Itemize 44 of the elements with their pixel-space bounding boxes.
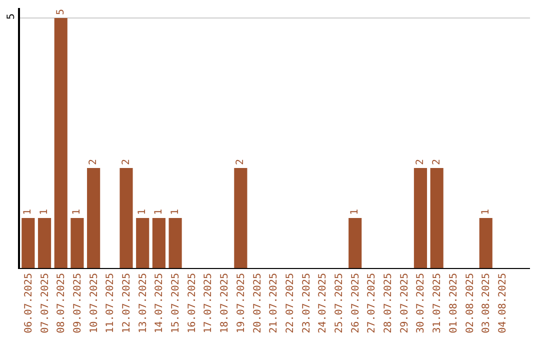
x-tick-label: 04.08.2025: [497, 273, 508, 334]
x-tick-label: 08.07.2025: [56, 273, 68, 334]
x-tick-label: 09.07.2025: [72, 273, 84, 334]
x-tick-label: 29.07.2025: [399, 273, 410, 334]
x-tick-label: 06.07.2025: [23, 273, 34, 334]
x-tick-label: 11.07.2025: [105, 273, 116, 334]
data-label: 2: [120, 158, 132, 165]
x-tick-label: 16.07.2025: [186, 273, 198, 334]
data-label: 5: [55, 8, 66, 15]
x-tick-label: 23.07.2025: [301, 273, 312, 334]
x-tick-label: 17.07.2025: [203, 273, 214, 334]
data-label: 1: [22, 208, 34, 215]
data-label: 1: [72, 208, 83, 215]
data-label: 2: [414, 158, 426, 165]
x-tick-label: 03.08.2025: [481, 273, 492, 334]
x-tick-label: 31.07.2025: [432, 273, 444, 334]
data-label: 2: [235, 158, 246, 165]
data-label: 1: [39, 208, 50, 215]
x-tick-label: 20.07.2025: [252, 273, 264, 334]
x-tick-label: 22.07.2025: [284, 273, 296, 334]
x-tick-label: 01.08.2025: [448, 273, 460, 334]
x-tick-label: 10.07.2025: [88, 273, 100, 334]
data-label: 1: [153, 208, 164, 215]
x-tick-label: 14.07.2025: [154, 273, 166, 334]
x-tick-label: 26.07.2025: [350, 273, 362, 334]
x-tick-label: 21.07.2025: [268, 273, 280, 334]
x-tick-label: 24.07.2025: [318, 273, 329, 334]
x-tick-label: 15.07.2025: [170, 273, 182, 334]
x-tick-label: 07.07.2025: [40, 273, 51, 334]
data-label: 1: [480, 208, 492, 215]
x-tick-label: 02.08.2025: [464, 273, 476, 334]
x-tick-label: 19.07.2025: [236, 273, 247, 334]
data-label: 1: [170, 208, 181, 215]
data-label: 1: [350, 208, 361, 215]
x-tick-label: 13.07.2025: [138, 273, 149, 334]
data-label: 1: [137, 208, 148, 215]
x-tick-label: 18.07.2025: [220, 273, 231, 334]
x-tick-label: 25.07.2025: [334, 273, 345, 334]
data-label: 2: [431, 158, 442, 165]
x-tick-label: 28.07.2025: [383, 273, 394, 334]
data-label: 2: [88, 158, 100, 165]
x-tick-label: 30.07.2025: [416, 273, 427, 334]
x-tick-label: 27.07.2025: [366, 273, 378, 334]
x-tick-label: 12.07.2025: [122, 273, 132, 334]
